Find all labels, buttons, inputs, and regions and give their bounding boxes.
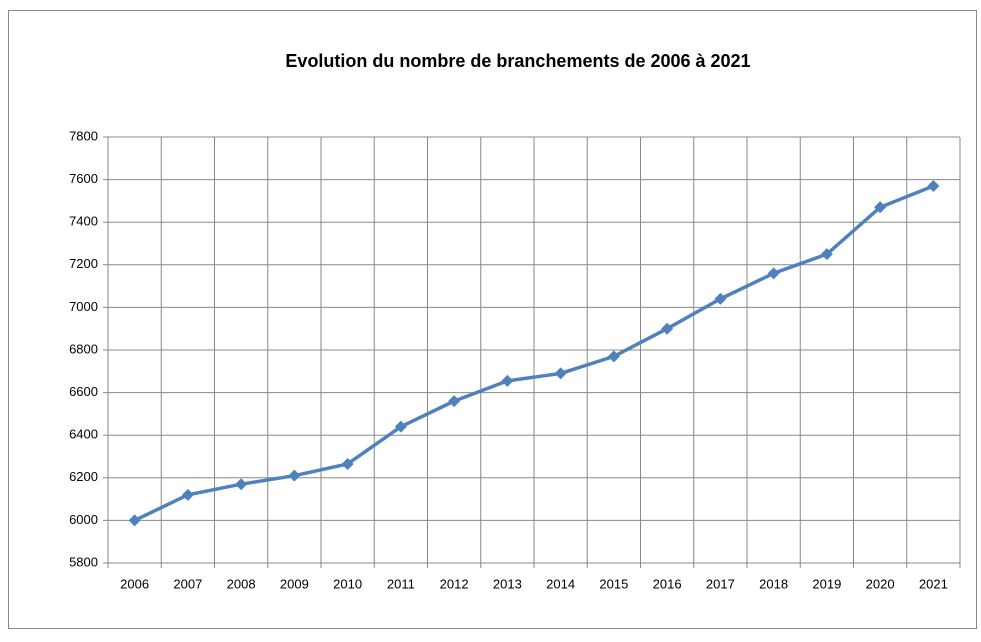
x-tick-label: 2016	[653, 576, 682, 591]
x-tick-label: 2019	[812, 576, 841, 591]
marker	[820, 248, 833, 261]
y-tick-label: 7400	[69, 214, 98, 229]
x-tick-label: 2014	[546, 576, 575, 591]
x-tick-label: 2006	[120, 576, 149, 591]
x-tick-label: 2008	[227, 576, 256, 591]
marker	[181, 488, 194, 501]
chart-title: Evolution du nombre de branchements de 2…	[285, 51, 750, 71]
marker	[661, 322, 674, 335]
x-tick-label: 2011	[387, 576, 415, 591]
marker	[394, 420, 407, 433]
marker	[501, 374, 514, 387]
y-tick-label: 6200	[69, 469, 98, 484]
line	[133, 184, 935, 522]
marker	[927, 179, 940, 192]
marker	[874, 201, 887, 214]
y-tick-label: 7200	[69, 256, 98, 271]
x-tick-label: 2021	[919, 576, 948, 591]
x-tick-label: 2017	[706, 576, 735, 591]
y-tick-label: 7600	[69, 171, 98, 186]
marker	[607, 350, 620, 363]
y-tick-label: 6000	[69, 512, 98, 527]
chart-border	[8, 10, 977, 629]
y-tick-label: 6800	[69, 341, 98, 356]
x-tick-label: 2007	[173, 576, 202, 591]
marker	[235, 478, 248, 491]
x-tick-label: 2013	[493, 576, 522, 591]
marker	[128, 514, 141, 527]
y-tick-label: 7000	[69, 299, 98, 314]
marker	[554, 367, 567, 380]
marker	[341, 457, 354, 470]
x-tick-label: 2009	[280, 576, 309, 591]
marker	[714, 292, 727, 305]
y-tick-label: 6600	[69, 384, 98, 399]
y-tick-label: 6400	[69, 427, 98, 442]
x-tick-label: 2018	[759, 576, 788, 591]
x-tick-label: 2015	[599, 576, 628, 591]
x-tick-label: 2020	[866, 576, 895, 591]
marker	[288, 469, 301, 482]
x-tick-label: 2010	[333, 576, 362, 591]
y-tick-label: 7800	[69, 128, 98, 143]
marker	[767, 267, 780, 280]
x-tick-label: 2012	[440, 576, 469, 591]
marker	[448, 395, 461, 408]
y-tick-label: 5800	[69, 554, 98, 569]
